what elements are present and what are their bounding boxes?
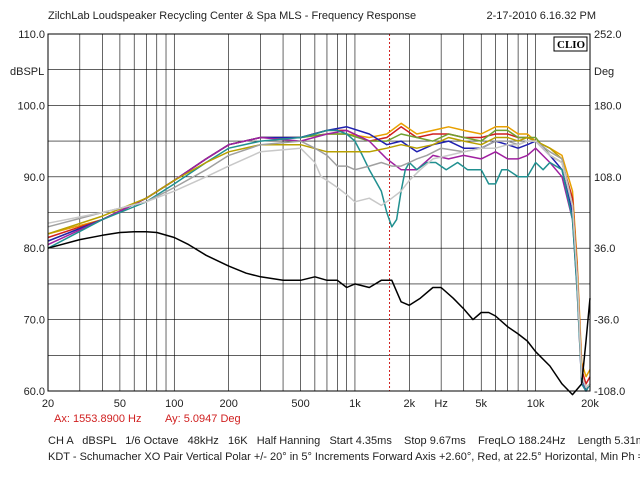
y-tick-label: 60.0 [24,386,45,398]
series-line [47,140,591,389]
series-line [47,231,591,396]
measurement-settings: CH A dBSPL 1/6 Octave 48kHz 16K Half Han… [48,435,640,447]
series-line [47,136,591,389]
series-layer [47,34,591,396]
x-tick-label: 2k [404,398,416,410]
series-line [47,129,591,392]
x-tick-label: 50 [114,398,126,410]
y-tick-label: 70.0 [24,315,45,327]
y-tick-label: 80.0 [24,243,45,255]
x-tick-label: 200 [219,398,237,410]
measurement-description: KDT - Schumacher XO Pair Vertical Polar … [48,451,640,463]
frequency-response-chart: 20 50 100 200 500 1k 2k Hz 5k 10k 20k 110.0 100.0 90.… [10,29,625,410]
x-tick-label: 1k [349,398,361,410]
y2-tick-label: 180.0 [594,100,622,112]
y-tick-label: 110.0 [18,29,45,41]
chart-header-date: 2-17-2010 6.16.32 PM [486,10,596,22]
x-tick-label: 500 [291,398,309,410]
y-tick-label: 90.0 [24,172,45,184]
y2-tick-label: 36.0 [594,243,615,255]
cursor-y-readout: Ay: 5.0947 Deg [165,413,241,425]
y2-tick-label: -108.0 [594,386,625,398]
grid [47,33,591,392]
plot-frame [47,33,591,392]
x-tick-label: 20k [581,398,599,410]
axes: 20 50 100 200 500 1k 2k Hz 5k 10k 20k 110.0 100.0 90.… [10,29,625,410]
y-axis-label: dBSPL [10,66,44,78]
series-line [47,122,591,378]
x-tick-label: 100 [165,398,183,410]
series-line [47,126,591,392]
clio-logo-box [553,36,588,52]
series-line [47,126,591,385]
y2-tick-label: 252.0 [594,29,622,41]
x-tick-label: 10k [527,398,545,410]
y2-tick-label: 108.0 [594,172,622,184]
y-tick-label: 100.0 [17,100,45,112]
x-tick-label: 20 [42,398,54,410]
series-line [47,129,591,389]
clio-logo: CLIO [557,39,586,51]
x-tick-label: 5k [475,398,487,410]
y2-axis-label: Deg [594,66,614,78]
series-line [47,140,591,389]
cursor-x-readout: Ax: 1553.8900 Hz [54,413,142,425]
series-line [47,129,591,392]
chart-header-title: ZilchLab Loudspeaker Recycling Center & … [48,10,417,22]
x-tick-label: Hz [434,398,447,410]
y2-tick-label: -36.0 [594,315,619,327]
